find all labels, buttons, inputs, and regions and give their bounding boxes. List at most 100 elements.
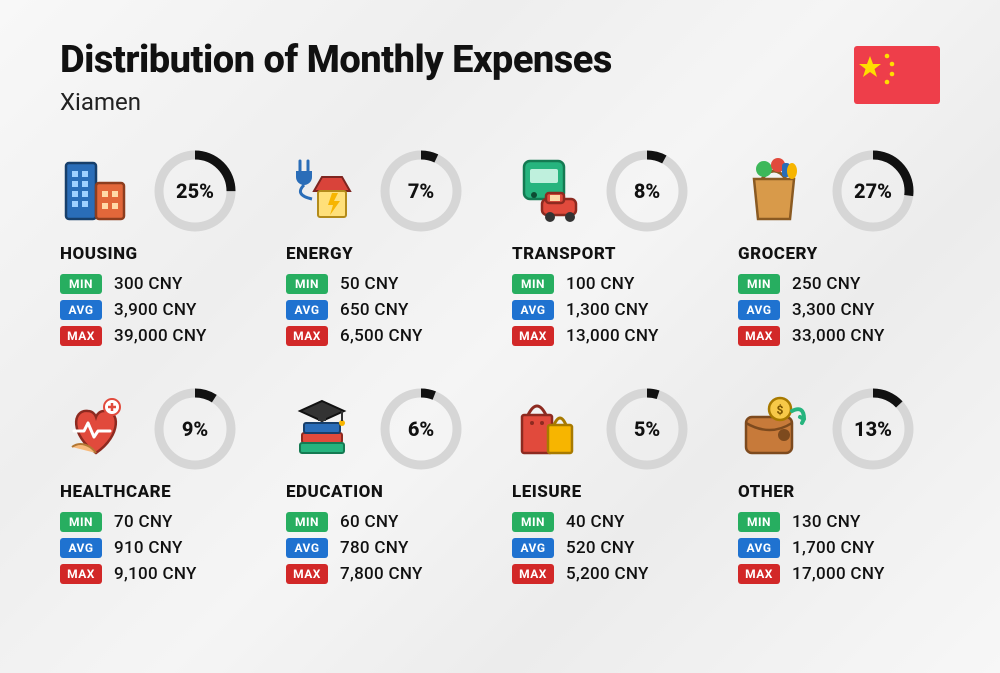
category-label: TRANSPORT [512,244,714,264]
max-badge: MAX [512,564,554,584]
stat-row-avg: AVG 3,300 CNY [738,300,940,320]
stat-row-max: MAX 5,200 CNY [512,564,714,584]
card-top-row: 27% [738,150,940,232]
stat-row-max: MAX 7,800 CNY [286,564,488,584]
card-top-row: $ 13% [738,388,940,470]
stat-row-max: MAX33,000 CNY [738,326,940,346]
stat-row-avg: AVG 780 CNY [286,538,488,558]
expense-grid: 25% HOUSING MIN300 CNY AVG3,900 CNY MAX39,00… [60,150,940,584]
avg-value: 1,700 CNY [792,538,875,558]
max-badge: MAX [738,564,780,584]
stat-list: MIN70 CNY AVG910 CNY MAX 9,100 CNY [60,512,262,584]
stat-row-max: MAX 9,100 CNY [60,564,262,584]
header: Distribution of Monthly Expenses Xiamen [60,38,940,116]
max-badge: MAX [286,326,328,346]
min-badge: MIN [286,512,328,532]
expense-card-education: 6%EDUCATIONMIN60 CNYAVG780 CNYMAX7,800 C… [286,388,488,584]
min-badge: MIN [286,274,328,294]
min-value: 100 CNY [566,274,635,294]
max-badge: MAX [286,564,328,584]
stat-row-avg: AVG910 CNY [60,538,262,558]
china-flag-icon [854,46,940,104]
stat-row-avg: AVG1,300 CNY [512,300,714,320]
stat-list: MIN 50 CNY AVG 650 CNY MAX6,500 CNY [286,274,488,346]
max-badge: MAX [60,326,102,346]
expense-card-healthcare: 9% HEALTHCARE MIN70 CNY AVG910 CNY MAX 9,100 … [60,388,262,584]
card-top-row: 9% [60,388,262,470]
max-value: 9,100 CNY [114,564,197,584]
avg-badge: AVG [738,300,780,320]
stat-row-min: MIN 50 CNY [286,274,488,294]
page-title: Distribution of Monthly Expenses [60,38,612,82]
max-badge: MAX [512,326,554,346]
expense-card-energy: 7%ENERGYMIN50 CNYAVG650 CNYMAX6,500 CNY [286,150,488,346]
stat-row-min: MIN70 CNY [60,512,262,532]
avg-value: 3,300 CNY [792,300,875,320]
max-value: 7,800 CNY [340,564,423,584]
min-badge: MIN [512,274,554,294]
avg-value: 650 CNY [340,300,409,320]
expense-card-housing: 25% HOUSING MIN300 CNY AVG3,900 CNY MAX39,00… [60,150,262,346]
max-badge: MAX [60,564,102,584]
max-value: 33,000 CNY [792,326,885,346]
transport-icon [512,155,584,227]
percent-label: 7% [380,150,462,232]
category-label: HEALTHCARE [60,482,262,502]
avg-badge: AVG [286,538,328,558]
percent-donut: 7% [380,150,462,232]
stat-row-avg: AVG520 CNY [512,538,714,558]
stat-row-min: MIN130 CNY [738,512,940,532]
stat-list: MIN 100 CNY AVG1,300 CNY MAX 13,000 CNY [512,274,714,346]
stat-row-min: MIN300 CNY [60,274,262,294]
min-badge: MIN [512,512,554,532]
avg-badge: AVG [512,538,554,558]
stat-list: MIN130 CNY AVG1,700 CNY MAX17,000 CNY [738,512,940,584]
housing-icon [60,155,132,227]
svg-text:$: $ [777,403,784,417]
avg-value: 910 CNY [114,538,183,558]
stat-row-avg: AVG1,700 CNY [738,538,940,558]
percent-label: 27% [832,150,914,232]
percent-label: 13% [832,388,914,470]
avg-badge: AVG [60,300,102,320]
page-subtitle: Xiamen [60,88,612,116]
percent-donut: 8% [606,150,688,232]
category-label: GROCERY [738,244,940,264]
min-value: 50 CNY [340,274,399,294]
title-block: Distribution of Monthly Expenses Xiamen [60,38,612,116]
percent-donut: 9% [154,388,236,470]
stat-row-max: MAX39,000 CNY [60,326,262,346]
percent-donut: 27% [832,150,914,232]
card-top-row: 8% [512,150,714,232]
stat-row-min: MIN40 CNY [512,512,714,532]
card-top-row: 25% [60,150,262,232]
min-badge: MIN [60,512,102,532]
max-value: 13,000 CNY [566,326,659,346]
avg-badge: AVG [512,300,554,320]
healthcare-icon [60,393,132,465]
min-badge: MIN [738,274,780,294]
stat-row-min: MIN 100 CNY [512,274,714,294]
percent-label: 8% [606,150,688,232]
card-top-row: 7% [286,150,488,232]
expense-card-other: $ 13%OTHERMIN130 CNYAVG1,700 CNYMAX17,00… [738,388,940,584]
stat-row-avg: AVG 650 CNY [286,300,488,320]
category-label: HOUSING [60,244,262,264]
percent-label: 25% [154,150,236,232]
category-label: LEISURE [512,482,714,502]
expense-card-transport: 8% TRANSPORT MIN 100 CNY AVG1,300 CNY MAX 13,0… [512,150,714,346]
min-badge: MIN [738,512,780,532]
grocery-icon [738,155,810,227]
stat-row-max: MAX 13,000 CNY [512,326,714,346]
stat-list: MIN250 CNY AVG 3,300 CNY MAX33,000 CNY [738,274,940,346]
min-badge: MIN [60,274,102,294]
percent-label: 6% [380,388,462,470]
stat-row-avg: AVG3,900 CNY [60,300,262,320]
leisure-icon [512,393,584,465]
avg-badge: AVG [286,300,328,320]
stat-row-max: MAX6,500 CNY [286,326,488,346]
stat-row-min: MIN250 CNY [738,274,940,294]
stat-row-max: MAX17,000 CNY [738,564,940,584]
avg-value: 780 CNY [340,538,409,558]
max-value: 5,200 CNY [566,564,649,584]
